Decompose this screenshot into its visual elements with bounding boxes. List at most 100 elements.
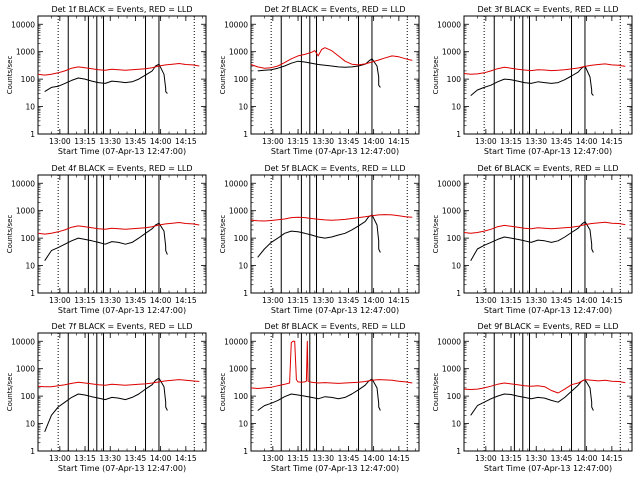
x-tick-label: 14:15 xyxy=(388,454,410,463)
x-tick-label: 13:00 xyxy=(262,296,284,305)
y-tick-label: 1000 xyxy=(229,365,248,374)
x-tick-label: 13:15 xyxy=(74,296,96,305)
x-tick-label: 13:30 xyxy=(312,296,334,305)
series-line-events xyxy=(257,58,381,88)
x-tick-label: 13:30 xyxy=(525,137,547,146)
x-axis-label: Start Time (07-Apr-13 12:47:00) xyxy=(58,147,186,156)
x-tick-label: 14:15 xyxy=(175,137,197,146)
x-tick-label: 14:15 xyxy=(601,137,623,146)
y-tick-label: 1 xyxy=(243,130,248,139)
series-line-lld xyxy=(37,379,200,388)
y-tick-label: 100 xyxy=(447,392,462,401)
panel-8: Det 8f BLACK = Events, RED = LLD 1 10 100 10… xyxy=(219,322,420,473)
panel-4: Det 4f BLACK = Events, RED = LLD 1 10 100 10… xyxy=(6,164,207,315)
x-tick-label: 13:30 xyxy=(525,296,547,305)
y-tick-label: 1000 xyxy=(442,365,461,374)
y-tick-label: 1000 xyxy=(16,48,35,57)
y-tick-label: 10 xyxy=(25,420,35,429)
y-tick-label: 10 xyxy=(451,262,461,271)
x-tick-label: 13:00 xyxy=(49,454,71,463)
y-tick-label: 100 xyxy=(21,75,36,84)
x-tick-label: 13:30 xyxy=(312,137,334,146)
series-line-lld xyxy=(37,63,200,76)
x-tick-label: 14:00 xyxy=(363,296,385,305)
x-tick-label: 13:00 xyxy=(49,137,71,146)
panel-title: Det 1f BLACK = Events, RED = LLD xyxy=(51,5,192,14)
y-tick-label: 100 xyxy=(234,234,249,243)
y-tick-label: 10000 xyxy=(224,20,248,29)
series-line-events xyxy=(257,214,381,258)
panel-6: Det 6f BLACK = Events, RED = LLD 1 10 100 10… xyxy=(432,164,633,315)
x-tick-label: 13:45 xyxy=(125,137,147,146)
y-tick-label: 100 xyxy=(234,75,249,84)
x-tick-label: 13:45 xyxy=(551,454,573,463)
series-line-lld xyxy=(250,47,413,69)
x-axis-label: Start Time (07-Apr-13 12:47:00) xyxy=(58,306,186,315)
y-tick-label: 10 xyxy=(25,262,35,271)
y-axis-label: Counts/sec xyxy=(6,56,14,95)
x-tick-label: 13:30 xyxy=(99,296,121,305)
x-tick-label: 14:15 xyxy=(601,454,623,463)
panel-5: Det 5f BLACK = Events, RED = LLD 1 10 100 10… xyxy=(219,164,420,315)
x-tick-label: 14:00 xyxy=(576,296,598,305)
x-tick-label: 13:15 xyxy=(287,137,309,146)
x-tick-label: 13:15 xyxy=(74,454,96,463)
x-tick-label: 14:00 xyxy=(576,137,598,146)
panel-title: Det 6f BLACK = Events, RED = LLD xyxy=(477,164,618,173)
x-tick-label: 13:00 xyxy=(475,137,497,146)
plot-frame xyxy=(250,332,420,452)
x-tick-label: 14:00 xyxy=(150,137,172,146)
x-tick-label: 13:30 xyxy=(312,454,334,463)
y-tick-label: 100 xyxy=(447,75,462,84)
y-tick-label: 1 xyxy=(456,130,461,139)
panel-7: Det 7f BLACK = Events, RED = LLD 1 10 100 10… xyxy=(6,322,207,473)
series-line-lld xyxy=(250,214,413,222)
plot-frame xyxy=(463,15,633,135)
y-tick-label: 10000 xyxy=(224,179,248,188)
y-tick-label: 10000 xyxy=(11,337,35,346)
x-tick-label: 13:15 xyxy=(74,137,96,146)
panel-title: Det 9f BLACK = Events, RED = LLD xyxy=(477,322,618,331)
x-tick-label: 13:45 xyxy=(551,296,573,305)
y-tick-label: 1 xyxy=(243,289,248,298)
y-tick-label: 1 xyxy=(456,289,461,298)
panel-title: Det 4f BLACK = Events, RED = LLD xyxy=(51,164,192,173)
x-tick-label: 14:15 xyxy=(601,296,623,305)
x-tick-label: 13:45 xyxy=(125,454,147,463)
y-tick-label: 10 xyxy=(451,103,461,112)
y-tick-label: 1 xyxy=(30,447,35,456)
series-line-events xyxy=(44,377,168,432)
y-axis-label: Counts/sec xyxy=(432,56,440,95)
series-line-lld xyxy=(250,340,413,389)
panel-title: Det 5f BLACK = Events, RED = LLD xyxy=(264,164,405,173)
series-line-events xyxy=(257,378,381,411)
y-tick-label: 10000 xyxy=(11,179,35,188)
x-tick-label: 13:15 xyxy=(500,296,522,305)
x-tick-label: 13:15 xyxy=(500,137,522,146)
y-axis-label: Counts/sec xyxy=(219,373,227,412)
x-tick-label: 13:15 xyxy=(287,296,309,305)
y-axis-label: Counts/sec xyxy=(6,215,14,254)
x-tick-label: 13:45 xyxy=(125,296,147,305)
y-tick-label: 1000 xyxy=(229,48,248,57)
y-tick-label: 10 xyxy=(238,262,248,271)
y-tick-label: 10000 xyxy=(437,20,461,29)
x-tick-label: 14:00 xyxy=(363,137,385,146)
y-tick-label: 10000 xyxy=(11,20,35,29)
y-tick-label: 100 xyxy=(21,392,36,401)
x-axis-label: Start Time (07-Apr-13 12:47:00) xyxy=(484,464,612,473)
y-axis-label: Counts/sec xyxy=(6,373,14,412)
series-line-events xyxy=(44,222,168,261)
y-tick-label: 10000 xyxy=(437,337,461,346)
y-tick-label: 1 xyxy=(30,289,35,298)
plot-frame xyxy=(37,332,207,452)
x-tick-label: 13:30 xyxy=(99,454,121,463)
y-tick-label: 1000 xyxy=(442,48,461,57)
x-tick-label: 13:30 xyxy=(525,454,547,463)
x-tick-label: 14:15 xyxy=(388,296,410,305)
y-axis-label: Counts/sec xyxy=(432,215,440,254)
x-tick-label: 13:15 xyxy=(500,454,522,463)
panel-3: Det 3f BLACK = Events, RED = LLD 1 10 100 10… xyxy=(432,5,633,156)
y-tick-label: 1000 xyxy=(229,207,248,216)
